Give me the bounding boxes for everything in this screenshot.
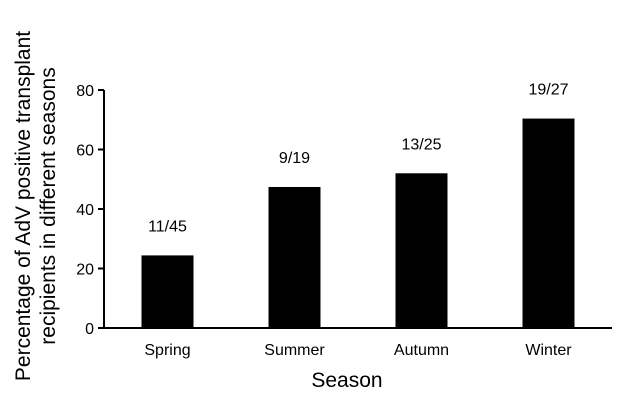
bars <box>141 118 575 328</box>
data-label-spring: 11/45 <box>148 218 187 235</box>
y-tick-label: 40 <box>76 202 94 219</box>
data-label-summer: 9/19 <box>279 150 310 167</box>
y-axis-title-line-2: recipients in different seasons <box>37 67 60 344</box>
x-tick-label-winter: Winter <box>525 342 572 359</box>
x-tick-label-spring: Spring <box>144 342 190 359</box>
y-tick-label: 20 <box>76 262 94 279</box>
data-label-autumn: 13/25 <box>401 136 441 153</box>
data-label-winter: 19/27 <box>528 82 568 99</box>
bar-winter <box>522 118 575 328</box>
x-tick-label-autumn: Autumn <box>394 342 449 359</box>
x-axis-title: Season <box>311 369 382 392</box>
bar-data-labels: 11/45 9/19 13/25 19/27 <box>148 82 569 236</box>
bar-autumn <box>395 173 448 328</box>
bar-summer <box>268 186 321 328</box>
y-ticks: 0 20 40 60 80 <box>76 83 104 338</box>
y-tick-label: 80 <box>76 83 94 100</box>
y-tick-label: 60 <box>76 143 94 160</box>
y-axis-title-line-1: Percentage of AdV positive transplant <box>12 31 35 381</box>
bar-spring <box>141 255 194 328</box>
x-tick-labels: Spring Summer Autumn Winter <box>144 342 572 359</box>
y-axis-title: Percentage of AdV positive transplant re… <box>12 31 60 381</box>
x-tick-label-summer: Summer <box>264 342 325 359</box>
y-tick-label: 0 <box>85 321 94 338</box>
